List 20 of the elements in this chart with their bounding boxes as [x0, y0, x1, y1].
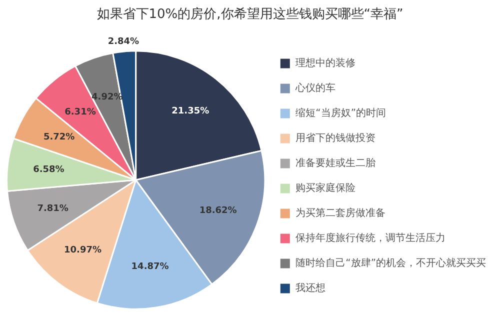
- legend-label: 缩短“当房奴”的时间: [296, 107, 386, 120]
- data-label: 5.72%: [43, 132, 75, 143]
- data-label: 7.81%: [37, 204, 68, 214]
- data-label: 14.87%: [131, 262, 169, 272]
- data-label: 18.62%: [199, 206, 237, 216]
- legend-label: 随时给自己“放肆”的机会，不开心就买买买: [296, 257, 486, 270]
- chart-title: 如果省下10%的房价,你希望用这些钱购买哪些“幸福”: [96, 6, 404, 24]
- data-label: 6.31%: [64, 107, 96, 118]
- legend-label: 准备要娃或生二胎: [296, 157, 376, 170]
- legend-label: 购买家庭保险: [296, 182, 356, 194]
- legend-label: 我还想: [296, 282, 326, 294]
- data-label: 10.97%: [64, 245, 102, 256]
- legend-label: 保持年度旅行传统，调节生活压力: [296, 232, 446, 244]
- legend-label: 理想中的装修: [296, 57, 356, 70]
- legend-label: 用省下的钱做投资: [296, 132, 376, 144]
- data-label: 2.84%: [108, 36, 140, 47]
- data-label: 21.35%: [172, 106, 210, 117]
- data-label: 6.58%: [33, 164, 64, 175]
- legend-label: 为买第二套房做准备: [296, 207, 386, 220]
- legend-label: 心仪的车: [294, 82, 336, 94]
